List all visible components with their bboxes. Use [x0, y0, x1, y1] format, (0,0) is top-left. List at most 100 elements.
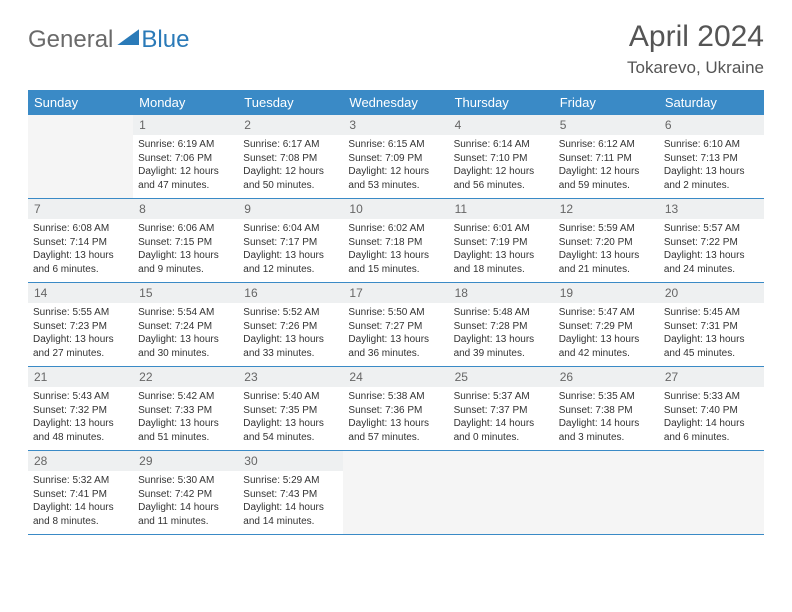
day-number-cell: 30 [238, 451, 343, 472]
dayname-wed: Wednesday [343, 90, 448, 115]
sunrise-text: Sunrise: 5:50 AM [348, 306, 443, 320]
day-number-cell: 18 [449, 283, 554, 304]
day-number-cell: 20 [659, 283, 764, 304]
day-number-cell: 3 [343, 115, 448, 135]
sunrise-text: Sunrise: 5:54 AM [138, 306, 233, 320]
daylight-text-2: and 9 minutes. [138, 263, 233, 277]
daylight-text-1: Daylight: 12 hours [454, 165, 549, 179]
daylight-text-1: Daylight: 14 hours [664, 417, 759, 431]
daylight-text-1: Daylight: 13 hours [33, 333, 128, 347]
day-number-cell: 29 [133, 451, 238, 472]
header: General Blue April 2024 Tokarevo, Ukrain… [28, 20, 764, 78]
day-detail-cell: Sunrise: 6:19 AMSunset: 7:06 PMDaylight:… [133, 135, 238, 199]
sunset-text: Sunset: 7:32 PM [33, 404, 128, 418]
sunset-text: Sunset: 7:37 PM [454, 404, 549, 418]
day-detail-cell: Sunrise: 6:08 AMSunset: 7:14 PMDaylight:… [28, 219, 133, 283]
daylight-text-1: Daylight: 13 hours [138, 333, 233, 347]
sunrise-text: Sunrise: 5:59 AM [559, 222, 654, 236]
day-number-cell: 7 [28, 199, 133, 220]
day-detail-cell: Sunrise: 5:29 AMSunset: 7:43 PMDaylight:… [238, 471, 343, 535]
sunset-text: Sunset: 7:19 PM [454, 236, 549, 250]
daylight-text-1: Daylight: 13 hours [33, 249, 128, 263]
day-detail-cell: Sunrise: 5:35 AMSunset: 7:38 PMDaylight:… [554, 387, 659, 451]
day-detail-cell: Sunrise: 5:43 AMSunset: 7:32 PMDaylight:… [28, 387, 133, 451]
day-detail-cell: Sunrise: 6:12 AMSunset: 7:11 PMDaylight:… [554, 135, 659, 199]
sunrise-text: Sunrise: 6:04 AM [243, 222, 338, 236]
day-number-cell: 21 [28, 367, 133, 388]
sunset-text: Sunset: 7:31 PM [664, 320, 759, 334]
daylight-text-1: Daylight: 13 hours [348, 333, 443, 347]
title-location: Tokarevo, Ukraine [627, 58, 764, 78]
daylight-text-2: and 30 minutes. [138, 347, 233, 361]
sunrise-text: Sunrise: 6:02 AM [348, 222, 443, 236]
sunrise-text: Sunrise: 5:52 AM [243, 306, 338, 320]
daylight-text-2: and 12 minutes. [243, 263, 338, 277]
daylight-text-2: and 59 minutes. [559, 179, 654, 193]
dayname-sun: Sunday [28, 90, 133, 115]
daylight-text-2: and 53 minutes. [348, 179, 443, 193]
sunrise-text: Sunrise: 5:37 AM [454, 390, 549, 404]
day-number-cell: 15 [133, 283, 238, 304]
sunrise-text: Sunrise: 6:10 AM [664, 138, 759, 152]
sunset-text: Sunset: 7:11 PM [559, 152, 654, 166]
day-detail-cell: Sunrise: 6:01 AMSunset: 7:19 PMDaylight:… [449, 219, 554, 283]
daylight-text-1: Daylight: 13 hours [559, 333, 654, 347]
sunset-text: Sunset: 7:20 PM [559, 236, 654, 250]
day-number-cell: 25 [449, 367, 554, 388]
day-detail-cell: Sunrise: 6:17 AMSunset: 7:08 PMDaylight:… [238, 135, 343, 199]
day-number-cell: 1 [133, 115, 238, 135]
daylight-text-1: Daylight: 13 hours [454, 333, 549, 347]
sunrise-text: Sunrise: 6:19 AM [138, 138, 233, 152]
day-detail-cell: Sunrise: 5:57 AMSunset: 7:22 PMDaylight:… [659, 219, 764, 283]
day-number-cell: 2 [238, 115, 343, 135]
day-detail-cell: Sunrise: 6:06 AMSunset: 7:15 PMDaylight:… [133, 219, 238, 283]
daylight-text-2: and 48 minutes. [33, 431, 128, 445]
day-detail-cell: Sunrise: 5:50 AMSunset: 7:27 PMDaylight:… [343, 303, 448, 367]
day-detail-cell: Sunrise: 5:59 AMSunset: 7:20 PMDaylight:… [554, 219, 659, 283]
sunrise-text: Sunrise: 6:15 AM [348, 138, 443, 152]
day-number-cell [659, 451, 764, 472]
sunrise-text: Sunrise: 5:30 AM [138, 474, 233, 488]
daylight-text-2: and 8 minutes. [33, 515, 128, 529]
sunrise-text: Sunrise: 5:43 AM [33, 390, 128, 404]
daylight-text-2: and 14 minutes. [243, 515, 338, 529]
day-detail-cell: Sunrise: 6:04 AMSunset: 7:17 PMDaylight:… [238, 219, 343, 283]
daylight-text-2: and 33 minutes. [243, 347, 338, 361]
sunset-text: Sunset: 7:22 PM [664, 236, 759, 250]
daylight-text-1: Daylight: 13 hours [664, 333, 759, 347]
day-detail-cell: Sunrise: 5:40 AMSunset: 7:35 PMDaylight:… [238, 387, 343, 451]
daylight-text-1: Daylight: 13 hours [33, 417, 128, 431]
sunset-text: Sunset: 7:38 PM [559, 404, 654, 418]
day-number-cell [554, 451, 659, 472]
day-number-cell [343, 451, 448, 472]
sunrise-text: Sunrise: 6:08 AM [33, 222, 128, 236]
day-detail-cell [659, 471, 764, 535]
daylight-text-1: Daylight: 13 hours [559, 249, 654, 263]
sunrise-text: Sunrise: 5:45 AM [664, 306, 759, 320]
sunrise-text: Sunrise: 6:17 AM [243, 138, 338, 152]
dayname-tue: Tuesday [238, 90, 343, 115]
sunrise-text: Sunrise: 5:35 AM [559, 390, 654, 404]
sunrise-text: Sunrise: 5:33 AM [664, 390, 759, 404]
sunrise-text: Sunrise: 6:06 AM [138, 222, 233, 236]
daylight-text-1: Daylight: 13 hours [454, 249, 549, 263]
daylight-text-1: Daylight: 13 hours [348, 249, 443, 263]
daylight-text-2: and 24 minutes. [664, 263, 759, 277]
day-detail-cell [449, 471, 554, 535]
daylight-text-2: and 45 minutes. [664, 347, 759, 361]
day-number-cell: 6 [659, 115, 764, 135]
day-number-cell: 28 [28, 451, 133, 472]
title-month: April 2024 [627, 20, 764, 54]
sunset-text: Sunset: 7:35 PM [243, 404, 338, 418]
daylight-text-2: and 36 minutes. [348, 347, 443, 361]
day-number-cell: 26 [554, 367, 659, 388]
logo-text-general: General [28, 26, 113, 54]
day-number-cell: 22 [133, 367, 238, 388]
day-number-cell: 19 [554, 283, 659, 304]
daylight-text-1: Daylight: 12 hours [348, 165, 443, 179]
daylight-text-1: Daylight: 14 hours [559, 417, 654, 431]
day-number-cell: 8 [133, 199, 238, 220]
daylight-text-2: and 3 minutes. [559, 431, 654, 445]
day-detail-cell: Sunrise: 5:47 AMSunset: 7:29 PMDaylight:… [554, 303, 659, 367]
dayname-sat: Saturday [659, 90, 764, 115]
